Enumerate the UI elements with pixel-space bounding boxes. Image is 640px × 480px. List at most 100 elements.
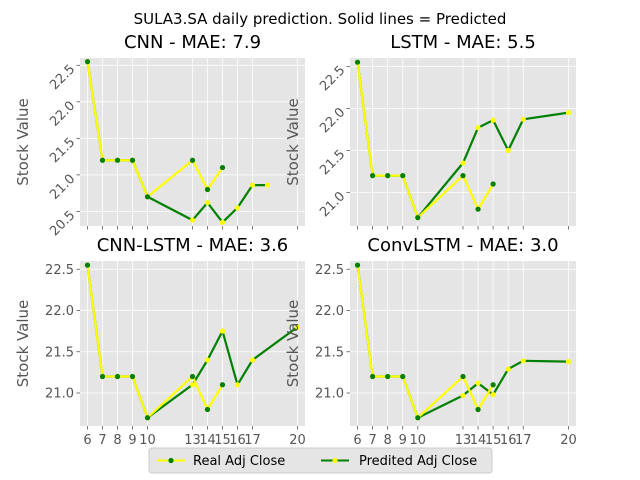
x-tick-label: 8 <box>384 433 392 448</box>
real-series-point <box>219 382 226 388</box>
predicted-series-point <box>234 382 241 388</box>
predicted-series-point <box>520 116 526 122</box>
real-series-point <box>114 373 121 380</box>
real-series-point <box>189 157 196 163</box>
y-axis-label: Stock Value <box>284 300 302 387</box>
x-tick-label: 6 <box>353 433 361 448</box>
real-series-point <box>99 157 106 163</box>
real-series-point <box>370 373 376 380</box>
real-series-point <box>189 373 196 380</box>
predicted-series-point <box>475 380 481 386</box>
y-axis-label: Stock Value <box>284 98 302 185</box>
x-tick-label: 9 <box>399 433 407 448</box>
y-tick-label: 21.0 <box>45 387 74 402</box>
predicted-series-point <box>204 200 211 206</box>
predicted-series-point <box>505 147 511 153</box>
subplot-2: LSTM - MAE: 5.5 Stock Value 21.0 21.5 22.0 22… <box>284 32 576 230</box>
x-tick-label: 13 <box>455 433 472 448</box>
x-tick-label: 15 <box>214 433 231 448</box>
x-tick-label: 8 <box>113 433 121 448</box>
predicted-series-point <box>294 324 301 330</box>
y-axis-label: Stock Value <box>14 98 32 185</box>
real-series-point <box>415 215 421 221</box>
predicted-series-point <box>490 392 496 398</box>
y-tick-label: 22.5 <box>315 263 344 278</box>
predicted-series-point <box>565 110 572 116</box>
y-tick-label: 22.5 <box>45 263 74 278</box>
predicted-series-point <box>219 328 226 334</box>
predicted-series-point <box>234 205 241 211</box>
y-tick-label: 22.0 <box>45 304 74 319</box>
y-tick-label: 21.5 <box>45 345 74 360</box>
x-tick-label: 10 <box>139 433 156 448</box>
real-series-point <box>219 164 226 171</box>
y-tick-label: 21.5 <box>317 147 348 178</box>
y-tick-label: 21.5 <box>315 345 344 360</box>
predicted-series-point <box>249 182 256 188</box>
real-series-point <box>385 373 391 380</box>
predicted-series-point <box>249 357 256 363</box>
real-series-point <box>99 373 106 380</box>
predicted-series-point <box>189 217 196 223</box>
x-tick-label: 16 <box>229 433 246 448</box>
real-series-point <box>370 173 376 179</box>
predicted-series-point <box>565 359 572 365</box>
real-series-point <box>475 206 481 212</box>
x-tick-label: 20 <box>560 433 577 448</box>
predicted-series-point <box>475 125 481 131</box>
subplot-title: LSTM - MAE: 5.5 <box>390 32 536 53</box>
figure-suptitle: SULA3.SA daily prediction. Solid lines =… <box>134 10 507 28</box>
subplot-title: ConvLSTM - MAE: 3.0 <box>367 235 558 256</box>
x-tick-label: 7 <box>368 433 376 448</box>
subplot-title: CNN-LSTM - MAE: 3.6 <box>97 235 289 256</box>
real-series-point <box>204 406 211 413</box>
y-tick-label: 21.0 <box>315 387 344 402</box>
x-tick-label: 17 <box>515 433 532 448</box>
predicted-series-point <box>204 357 211 363</box>
predicted-series-point <box>460 160 466 166</box>
subplot-grid: CNN - MAE: 7.9 Stock Value 20.5 21.0 21.5 22.… <box>14 32 577 448</box>
real-series-point <box>144 415 151 421</box>
x-tick-label: 13 <box>184 433 201 448</box>
predicted-series-point <box>189 382 196 388</box>
y-tick-label: 22.5 <box>47 62 78 93</box>
legend-pred-label: Predited Adj Close <box>359 454 477 469</box>
real-series-point <box>385 173 391 179</box>
x-tick-label: 7 <box>98 433 106 448</box>
real-series-point <box>354 59 361 65</box>
real-series-point <box>475 406 481 413</box>
y-tick-label: 22.0 <box>47 99 78 130</box>
y-tick-label: 21.0 <box>317 189 348 220</box>
predicted-series-point <box>219 219 226 225</box>
y-tick-label: 20.5 <box>47 208 78 239</box>
real-series-point <box>460 173 466 179</box>
real-series-point <box>354 262 361 268</box>
real-series-point <box>84 59 91 65</box>
legend-real-marker-sample <box>168 457 174 464</box>
real-series-point <box>114 157 121 163</box>
y-tick-label: 21.5 <box>47 135 78 166</box>
x-tick-label: 16 <box>500 433 517 448</box>
real-series-point <box>400 373 406 380</box>
legend-pred-marker-sample <box>332 457 338 464</box>
real-series-point <box>415 415 421 421</box>
predicted-series-point <box>490 117 496 123</box>
y-tick-label: 22.0 <box>315 304 344 319</box>
real-series-point <box>84 262 91 268</box>
subplot-3: CNN-LSTM - MAE: 3.6 Stock Value 6 7 8 9 10 1314… <box>14 235 306 448</box>
predicted-series-point <box>520 358 526 364</box>
y-tick-label: 22.0 <box>317 105 348 136</box>
real-series-point <box>460 373 466 380</box>
real-series-point <box>400 173 406 179</box>
subplot-title: CNN - MAE: 7.9 <box>124 32 261 53</box>
x-tick-label: 14 <box>199 433 216 448</box>
x-tick-label: 9 <box>128 433 136 448</box>
real-series-point <box>129 157 136 163</box>
real-series-point <box>144 194 151 200</box>
y-tick-label: 21.0 <box>47 172 78 203</box>
legend-frame <box>148 447 493 474</box>
x-tick-label: 20 <box>289 433 306 448</box>
legend-real-label: Real Adj Close <box>193 454 285 469</box>
subplot-4: ConvLSTM - MAE: 3.0 Stock Value 6 7 8 9 10 1314… <box>284 235 577 448</box>
